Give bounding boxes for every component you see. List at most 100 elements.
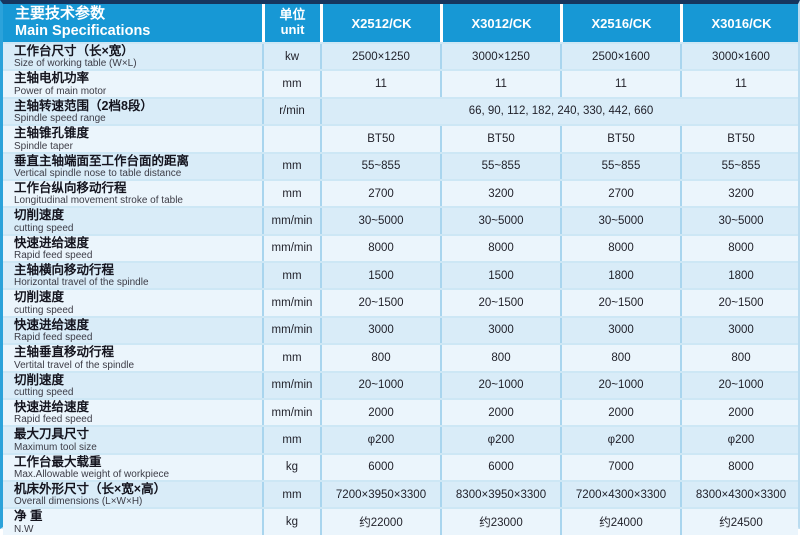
row-value: 20~1500 [560,290,680,316]
table-row: 工作台尺寸（长×宽） Size of working table (W×L) k… [3,42,798,70]
row-label: 快速进给速度 Rapid feed speed [3,400,262,425]
row-value: 3000 [440,317,560,344]
row-value: 3000×1250 [440,44,560,70]
column-header-unit: 单位 unit [262,4,320,42]
row-value: 2700 [320,180,440,207]
row-value: 55~855 [560,153,680,179]
row-label-en: Longitudinal movement stroke of table [14,195,183,207]
row-label: 垂直主轴端面至工作台面的距离 Vertical spindle nose to … [3,154,262,179]
row-label: 切削速度 cutting speed [3,208,262,233]
row-label-en: Max.Allowable weight of workpiece [14,469,170,480]
row-value: 11 [320,71,440,97]
row-value: 约23000 [440,509,560,535]
row-value: 8000 [680,454,800,480]
row-label: 主轴电机功率 Power of main motor [3,71,262,96]
row-label: 快速进给速度 Rapid feed speed [3,236,262,261]
table-row: 净 重 N.W kg 约22000 约23000 约24000 约24500 [3,507,800,535]
row-value: 8300×4300×3300 [680,482,800,508]
row-value: 6000 [320,454,440,480]
page-title-cn: 主要技术参数 [15,5,106,23]
row-value: 1800 [560,263,680,289]
row-label-cn: 工作台纵向移动行程 [14,180,127,195]
row-value: φ200 [440,427,560,453]
row-label-en: Spindle taper [14,140,73,152]
row-value: 30~5000 [560,208,680,234]
row-label-cn: 工作台尺寸（长×宽） [14,44,134,58]
row-unit: r/min [262,98,320,125]
row-value: 3200 [680,180,800,207]
row-label-en: Overall dimensions (L×W×H) [14,496,143,508]
row-value: 30~5000 [440,208,560,234]
row-value: 20~1500 [680,290,800,316]
row-value: 20~1000 [320,372,440,398]
row-label: 切削速度 cutting speed [3,290,262,315]
row-value: 3200 [440,180,560,207]
row-label: 工作台尺寸（长×宽） Size of working table (W×L) [3,44,262,69]
spec-rows: 工作台尺寸（长×宽） Size of working table (W×L) k… [3,42,798,535]
row-label-cn: 垂直主轴端面至工作台面的距离 [14,153,190,168]
row-label-cn: 切削速度 [14,208,65,223]
row-value: 2700 [560,180,680,207]
row-unit: kg [262,454,320,480]
row-value: 2000 [320,399,440,426]
row-value: 800 [560,345,680,371]
row-label-cn: 切削速度 [14,290,65,305]
row-value: 2500×1600 [560,44,680,70]
row-label-cn: 切削速度 [14,372,65,387]
row-value: 2000 [560,399,680,426]
row-value: 8000 [440,235,560,261]
page-title-en: Main Specifications [15,23,151,40]
row-label: 主轴垂直移动行程 Vertital travel of the spindle [3,345,262,370]
row-value: 6000 [440,454,560,480]
column-header-model-4: X3016/CK [680,4,800,42]
row-value: 1500 [320,263,440,289]
table-row: 切削速度 cutting speed mm/min 20~1000 20~100… [3,370,800,398]
row-label-en: Maximum tool size [14,441,97,453]
row-label-cn: 主轴横向移动行程 [14,263,115,277]
row-value: 7200×3950×3300 [320,482,440,508]
row-label: 机床外形尺寸（长×宽×高） Overall dimensions (L×W×H) [3,482,262,507]
row-unit: kg [262,509,320,535]
header-title-cell: 主要技术参数 Main Specifications [3,4,262,42]
row-value: 55~855 [680,153,800,179]
row-unit: mm/min [262,208,320,234]
row-label-cn: 机床外形尺寸（长×宽×高） [14,482,167,496]
row-value: BT50 [440,126,560,152]
table-row: 垂直主轴端面至工作台面的距离 Vertical spindle nose to … [3,151,800,179]
row-value: φ200 [320,427,440,453]
row-label-en: Vertical spindle nose to table distance [14,167,182,179]
row-value: 11 [440,71,560,97]
row-value: 8000 [680,235,800,261]
row-label-cn: 主轴锥孔锥度 [14,126,90,141]
row-label-en: cutting speed [14,304,74,316]
row-label-cn: 快速进给速度 [14,399,90,414]
row-value: 3000 [680,317,800,344]
row-value: BT50 [320,126,440,152]
row-label: 快速进给速度 Rapid feed speed [3,318,262,343]
row-value: 20~1000 [680,372,800,398]
row-label-cn: 最大刀具尺寸 [14,427,90,442]
table-row: 最大刀具尺寸 Maximum tool size mm φ200 φ200 φ2… [3,425,798,453]
row-value: 约22000 [320,509,440,535]
table-row: 切削速度 cutting speed mm/min 30~5000 30~500… [3,206,798,234]
row-value: 20~1500 [440,290,560,316]
row-unit: mm [262,180,320,207]
row-value: 800 [680,345,800,371]
row-value: 11 [680,71,800,97]
row-value: φ200 [560,427,680,453]
row-label-en: Rapid feed speed [14,332,93,344]
row-value: BT50 [560,126,680,152]
row-label-en: Rapid feed speed [14,250,93,261]
row-label-en: Power of main motor [14,85,107,97]
table-row: 主轴横向移动行程 Horizontal travel of the spindl… [3,261,798,289]
row-value: 3000 [320,317,440,344]
column-header-model-1: X2512/CK [320,4,440,42]
row-value: 约24500 [680,509,800,535]
row-label-en: cutting speed [14,386,74,398]
row-unit: mm [262,153,320,179]
row-unit: mm/min [262,235,320,261]
row-value: 20~1000 [440,372,560,398]
row-unit: mm [262,263,320,289]
row-label: 切削速度 cutting speed [3,373,262,398]
table-row: 快速进给速度 Rapid feed speed mm/min 3000 3000… [3,315,800,344]
